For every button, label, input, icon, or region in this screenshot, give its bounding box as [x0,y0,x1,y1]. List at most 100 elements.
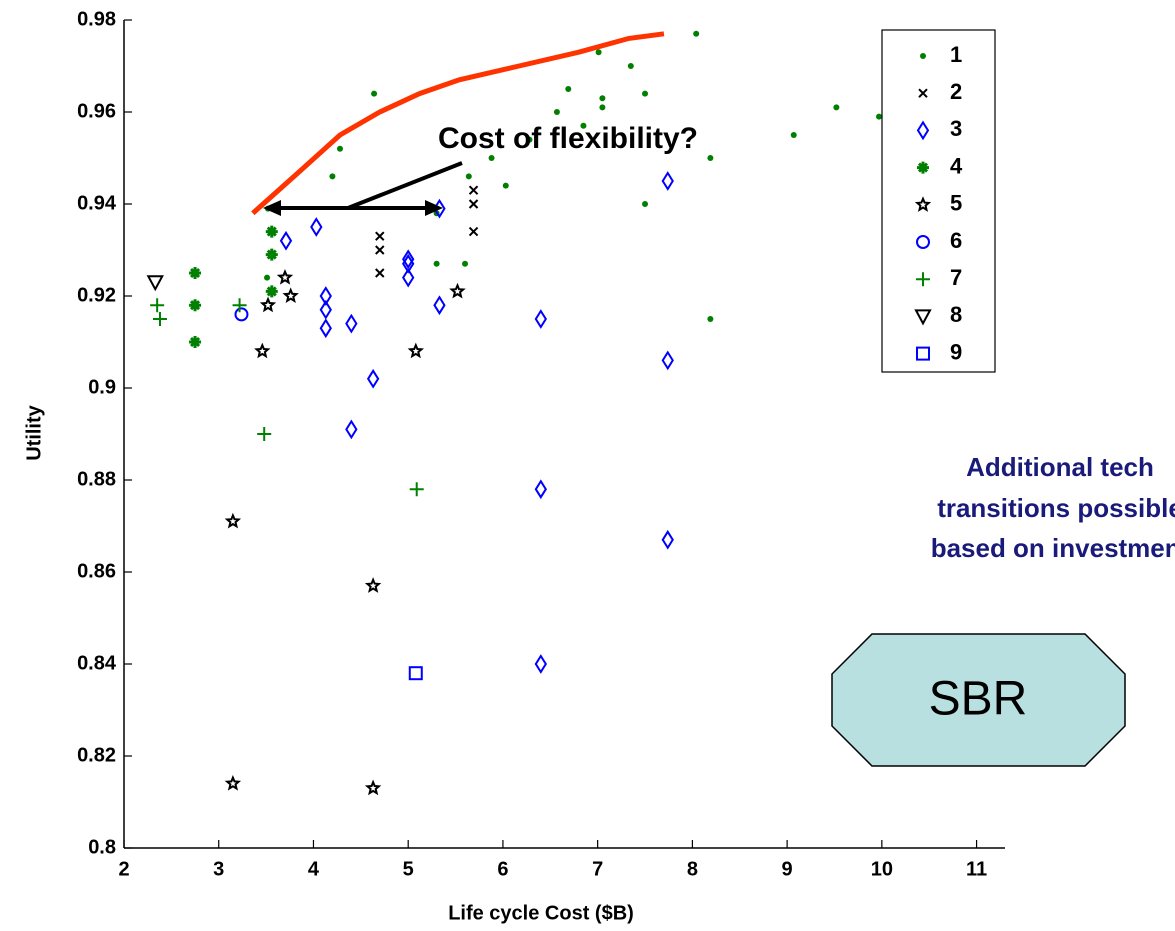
legend-marker [920,53,926,59]
y-tick-label: 0.8 [88,836,116,858]
x-tick-label: 8 [687,858,698,880]
y-tick-label: 0.96 [77,100,116,122]
legend-label: 2 [950,79,962,104]
point [534,479,547,500]
point [310,217,323,237]
y-tick-label: 0.84 [77,652,117,674]
x-tick-label: 11 [966,858,987,880]
legend-label: 9 [950,339,962,364]
point [488,155,495,161]
point [319,299,332,320]
point [265,248,278,261]
point [375,268,385,278]
sbr-box [831,633,1126,767]
annotation: transitions possible [937,493,1175,523]
point [364,577,382,593]
legend [881,29,996,373]
legend-marker [916,120,930,141]
point [642,90,649,97]
point [345,313,358,334]
point [279,230,293,251]
point [375,231,385,241]
legend-label: 4 [950,153,963,178]
plot-area [146,30,883,796]
point [468,226,479,237]
point [661,529,674,550]
point [276,268,294,285]
x-tick-label: 4 [308,858,320,880]
point [282,287,299,304]
x-tick-label: 5 [403,858,414,880]
point [595,49,602,56]
y-tick-label: 0.98 [77,8,116,30]
legend-label: 6 [950,228,962,253]
point [375,245,385,255]
point [264,274,271,281]
point [319,286,332,306]
x-tick-label: 9 [782,858,793,880]
point [364,779,382,796]
point [465,173,472,180]
point [833,104,840,111]
point [565,86,572,92]
point [449,282,466,299]
point [502,182,509,189]
point [224,774,242,791]
point [693,30,700,37]
x-tick-label: 6 [497,858,508,880]
x-tick-label: 2 [118,858,129,880]
point [526,136,533,143]
point [661,171,674,191]
legend-marker [914,196,932,212]
point [329,173,336,180]
point [553,109,560,115]
point [433,260,440,267]
y-tick-label: 0.9 [88,376,116,398]
frontier-curve [251,31,665,216]
legend-label: 8 [950,302,962,327]
point [409,482,424,497]
point [224,512,242,529]
point [150,298,165,313]
point [402,253,415,274]
legend-marker [916,272,930,287]
point [259,296,277,313]
y-tick-label: 0.86 [77,560,116,582]
point [599,104,606,111]
point [534,654,547,674]
annotation: SBR [929,673,1028,726]
point [152,312,167,326]
x-tick-label: 7 [592,858,603,880]
point [599,95,606,102]
point [468,199,479,209]
point [371,90,378,97]
annotation: Cost of flexibility? [438,122,698,155]
y-tick-label: 0.94 [77,192,117,214]
point [146,275,164,292]
legend-label: 7 [950,265,962,290]
legend-marker [918,88,928,98]
y-tick-label: 0.92 [77,284,116,306]
point [627,63,634,69]
point [661,350,674,371]
point [234,307,249,322]
point [790,132,797,138]
point [407,342,425,359]
legend-label: 5 [950,191,962,216]
point [319,318,332,339]
legend-label: 3 [950,116,962,141]
x-axis-label: Life cycle Cost ($B) [448,902,634,924]
point [265,225,278,238]
point [468,185,479,195]
point [257,427,272,441]
point [232,298,247,313]
legend-marker [914,309,932,326]
annotation: based on investment [931,533,1175,563]
legend-marker [916,235,930,249]
point [707,155,714,161]
point [580,122,587,129]
y-tick-label: 0.88 [77,468,116,490]
point [189,299,202,312]
annotation: Additional tech [966,452,1154,482]
point [345,419,358,440]
